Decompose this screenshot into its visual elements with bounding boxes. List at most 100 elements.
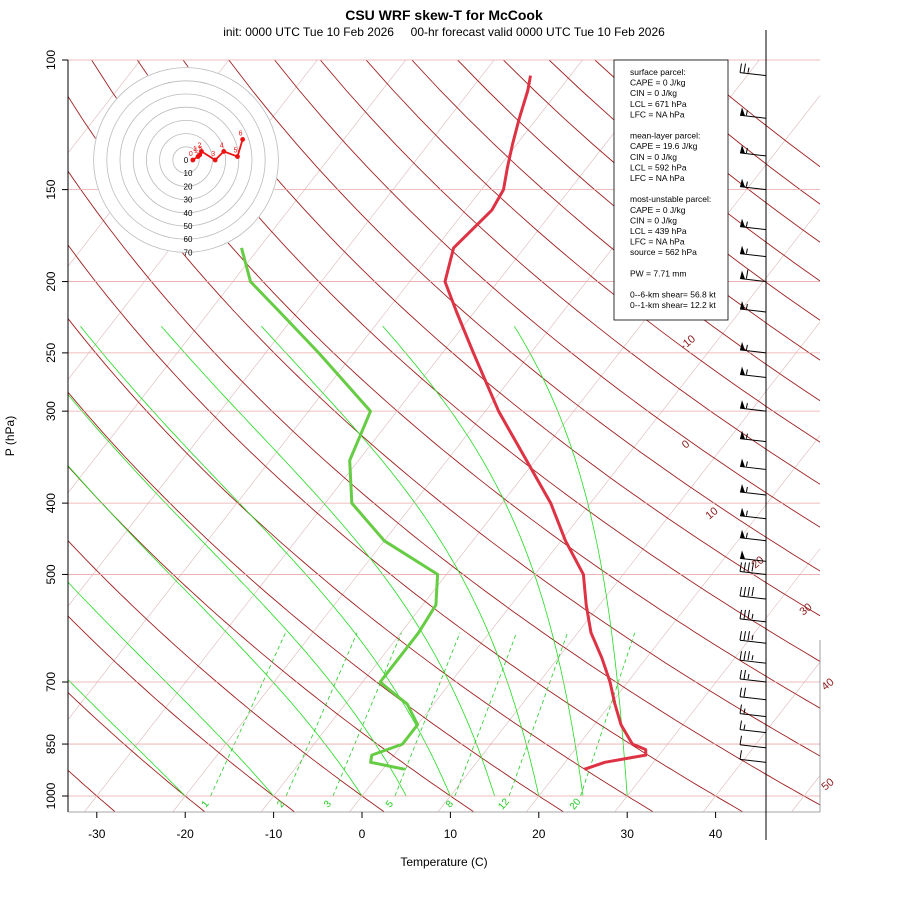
wind-barb-flag	[740, 484, 745, 493]
isotherm-label: 0	[680, 438, 692, 451]
legend-line: CAPE = 0 J/kg	[630, 78, 686, 88]
wind-barb-staff	[739, 226, 767, 231]
hodograph-point	[235, 154, 240, 159]
wind-barb-staff	[739, 349, 767, 354]
wind-barb-full	[743, 687, 746, 697]
x-axis-ticks: -30 -20 -10 0 10 20 30 40	[88, 812, 723, 841]
hodograph-ring	[119, 93, 253, 227]
legend-line: LCL = 671 hPa	[630, 99, 687, 109]
wind-barb-half	[751, 655, 754, 661]
chart-subtitle: init: 0000 UTC Tue 10 Feb 2026 00-hr for…	[223, 25, 665, 39]
wind-barb-flag	[740, 550, 745, 559]
moist-adiabat	[68, 581, 274, 797]
hodograph-point	[212, 157, 218, 163]
dry-adiabat	[91, 60, 820, 709]
y-tick-label: 250	[44, 343, 58, 363]
hodograph-ring-label: 70	[184, 248, 193, 257]
wind-barb-full	[739, 63, 742, 73]
y-axis-label: P (hPa)	[3, 416, 17, 456]
wind-barb-full	[743, 651, 746, 661]
y-tick-label: 400	[44, 493, 58, 513]
wind-barb-flag	[740, 144, 745, 154]
wind-barb-staff	[739, 491, 767, 496]
legend-line: 0--6-km shear= 56.8 kt	[630, 290, 716, 300]
wind-barb-staff	[739, 696, 767, 701]
wind-barb-flag	[740, 458, 745, 467]
moist-adiabat	[68, 393, 407, 797]
wind-barb-flag	[740, 430, 745, 440]
wind-barb-full	[751, 586, 754, 597]
hodograph-point	[199, 149, 204, 154]
hodograph-ring-label: 40	[184, 209, 193, 218]
dry-adiabat	[68, 540, 385, 812]
wind-barb-full	[739, 631, 742, 641]
moist-adiabat	[80, 325, 451, 797]
wind-barbs	[739, 63, 767, 763]
legend-line: 0--1-km shear= 12.2 kt	[630, 300, 716, 310]
dry-adiabat	[182, 60, 820, 617]
wind-barb-flag	[740, 529, 745, 539]
wind-barb-full	[747, 609, 750, 619]
wind-barb-flag	[740, 245, 745, 255]
mixing-ratio-label: 5	[384, 798, 396, 810]
moist-adiabat	[160, 325, 495, 797]
dry-adiabat	[68, 691, 205, 812]
hodograph-ring-label: 20	[184, 182, 193, 191]
isotherm-label: -10	[678, 333, 698, 352]
mixing-ratio-line	[508, 632, 568, 797]
moist-adiabat	[68, 679, 186, 797]
dry-adiabat	[68, 95, 820, 757]
wind-barb-staff	[739, 308, 767, 313]
isotherm-line	[791, 774, 820, 812]
wind-barb-staff	[739, 659, 767, 664]
wind-barb-staff	[739, 373, 767, 378]
wind-barb-full	[747, 562, 750, 572]
y-tick-label: 200	[44, 271, 58, 291]
x-axis-label: Temperature (C)	[400, 855, 487, 869]
hodograph-point	[221, 149, 227, 154]
mixing-ratio-line	[454, 632, 517, 797]
wind-barb-full	[743, 609, 746, 619]
wind-barb-staff	[739, 278, 767, 283]
x-tick-label: -30	[88, 827, 106, 841]
mixing-ratio-line	[394, 632, 461, 797]
wind-barb-half	[745, 403, 748, 409]
y-tick-label: 150	[44, 179, 58, 199]
wind-barb-half	[745, 110, 748, 116]
wind-barb-full	[743, 63, 746, 73]
dry-adiabat	[68, 615, 295, 812]
wind-barb-half	[745, 344, 748, 350]
wind-barb-flag	[740, 218, 745, 228]
isotherm-label: 50	[820, 776, 837, 793]
x-tick-label: 0	[359, 827, 366, 841]
mixing-ratio-label: 20	[568, 796, 584, 812]
y-tick-label: 700	[44, 672, 58, 692]
wind-barb-flag	[740, 178, 745, 188]
mixing-ratio-line	[285, 632, 358, 797]
wind-barb-half	[745, 532, 748, 538]
dry-adiabat	[68, 317, 653, 812]
hodograph-ring	[93, 67, 279, 253]
wind-barb-flag	[740, 366, 745, 375]
wind-barb-full	[739, 704, 742, 714]
wind-barb-staff	[739, 72, 767, 77]
wind-barb-flag	[740, 270, 745, 280]
wind-barb-staff	[739, 557, 767, 562]
wind-barb-half	[747, 673, 750, 680]
wind-barb-staff	[739, 515, 767, 520]
hodograph-ring	[145, 120, 226, 200]
wind-barb-full	[739, 735, 742, 745]
wind-barb-staff	[739, 537, 767, 542]
wind-barb-half	[745, 303, 748, 310]
hodograph-point-label: 5	[234, 148, 238, 155]
dry-adiabat	[68, 391, 564, 812]
mixing-ratio-label: 2	[275, 798, 287, 810]
wind-barb-full	[743, 669, 746, 680]
wind-barb-full	[739, 687, 742, 697]
wind-barb-full	[751, 562, 754, 572]
wind-barb-full	[739, 586, 742, 597]
isotherm-line	[614, 548, 820, 812]
x-tick-label: 40	[709, 827, 723, 841]
y-axis-ticks: 100 150 200 250 300 400 500 700 850 1000	[44, 50, 68, 809]
wind-barb-full	[747, 651, 750, 661]
